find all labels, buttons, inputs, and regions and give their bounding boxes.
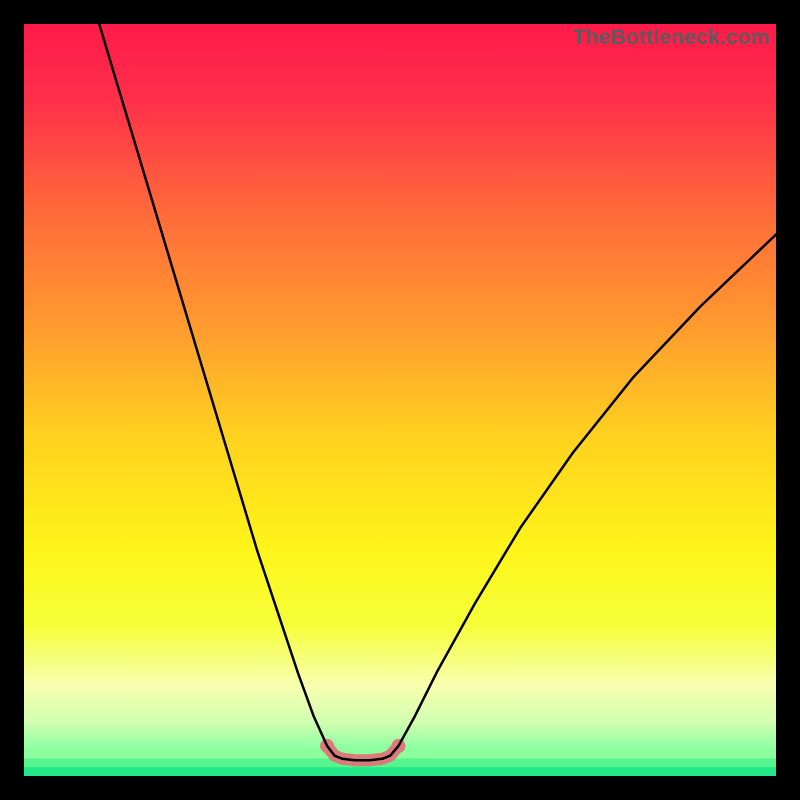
curve-layer [24,24,776,776]
watermark-text: TheBottleneck.com [573,26,770,50]
bottleneck-curve [99,24,776,760]
plot-area: TheBottleneck.com [24,24,776,776]
chart-frame: TheBottleneck.com [0,0,800,800]
